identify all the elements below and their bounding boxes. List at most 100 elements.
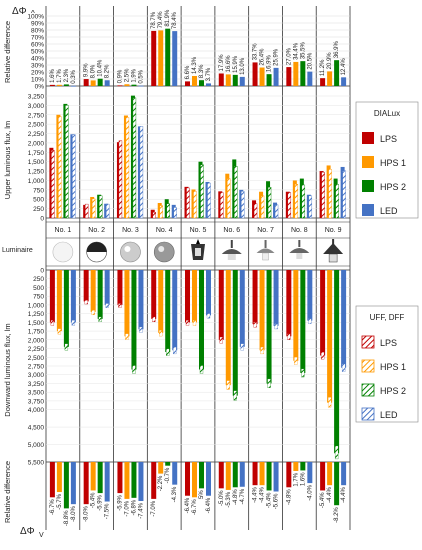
bar-tip [57, 328, 62, 335]
bar [320, 270, 326, 356]
hat-icon [323, 243, 344, 254]
bar-tip [233, 390, 237, 401]
data-label: 8.3% [199, 64, 205, 78]
bar [293, 61, 299, 86]
data-label: 34.4% [293, 42, 299, 60]
bar [158, 30, 164, 87]
bar-tip [287, 333, 291, 340]
y-tick-label: 70% [31, 35, 44, 42]
y-tick-label: 250 [33, 206, 44, 213]
data-label: -7.0% [151, 500, 157, 516]
y-tick-label: 3,750 [28, 398, 45, 405]
bar [173, 207, 177, 219]
bar [253, 203, 258, 219]
data-label: -5.0% [219, 490, 225, 506]
bar [152, 212, 156, 219]
y-tick-label: 0 [40, 216, 44, 223]
bar-tip [84, 300, 88, 305]
bar [124, 84, 130, 86]
data-label: 0.5% [138, 69, 144, 83]
data-label: -8.0% [84, 506, 90, 522]
legend-label: HPS 1 [380, 158, 406, 168]
bar [185, 462, 190, 496]
delta-phi-symbol: ΔΦ [12, 6, 27, 17]
bar [58, 116, 62, 219]
bar [341, 77, 347, 86]
bar [158, 270, 164, 333]
bar [220, 192, 224, 219]
bar [327, 270, 333, 403]
data-label: -4.0% [307, 484, 313, 500]
stem-icon [298, 240, 301, 247]
legend-swatch [362, 180, 374, 192]
bar [97, 270, 103, 319]
luminaire-icon [221, 240, 242, 260]
bar [206, 270, 211, 316]
luminaire-icon [191, 239, 205, 260]
bar-tip [50, 320, 55, 326]
bar [138, 462, 144, 501]
bar [199, 80, 204, 86]
data-label: 1.9% [131, 68, 137, 82]
bar [151, 462, 157, 499]
bar [125, 117, 130, 219]
legend-swatch [361, 359, 375, 373]
bar [165, 28, 171, 87]
bar [172, 31, 178, 86]
y-axis-label: Downward luminous flux, lm [3, 323, 12, 416]
bulb-icon [296, 253, 303, 259]
bar [70, 462, 76, 505]
dark-top-icon [86, 242, 107, 252]
data-label: -6.4% [206, 497, 212, 513]
data-label: -6.4% [185, 497, 191, 513]
data-label: 15.9% [233, 55, 239, 73]
data-label: -4.4% [341, 487, 347, 503]
bar [105, 203, 110, 219]
y-axis-label: Upper luminous flux, lm [3, 121, 12, 199]
bar [83, 79, 89, 86]
bar [320, 78, 326, 86]
bar [260, 195, 265, 219]
bar [274, 204, 279, 219]
bar-tip [267, 378, 271, 388]
y-tick-label: 3,000 [28, 372, 45, 379]
bar [131, 84, 137, 86]
bar [70, 270, 76, 323]
bar-tip [71, 320, 76, 326]
y-tick-label: 2,500 [28, 355, 45, 362]
bar [294, 184, 299, 219]
data-label: -6.8% [131, 499, 137, 515]
data-label: 1.6% [300, 472, 306, 486]
legend-swatch [362, 132, 374, 144]
delta-phi-subscript: V [39, 532, 44, 539]
highlight-icon [124, 246, 131, 252]
category-label: No. 4 [156, 227, 173, 234]
bar [227, 178, 231, 219]
y-tick-label: 250 [33, 276, 44, 283]
bar [266, 462, 272, 491]
y-tick-label: 4,500 [28, 425, 45, 432]
y-tick-label: 5,000 [28, 442, 45, 449]
bar [165, 270, 171, 353]
bar [218, 73, 224, 86]
bar [206, 83, 211, 86]
bar [286, 462, 292, 488]
legend-title: UFF, DFF [370, 313, 405, 322]
data-label: 16.6% [226, 55, 232, 73]
stem-icon [264, 240, 267, 248]
data-label: 11.2% [320, 59, 326, 76]
data-label: 13.0% [240, 57, 246, 75]
bar [300, 61, 306, 86]
bar-tip [334, 445, 339, 460]
bar [308, 195, 313, 219]
delta-phi-subscript: ^ [31, 9, 35, 18]
bar-tip [139, 326, 143, 333]
category-label: No. 5 [190, 227, 207, 234]
globe-luminaire-icon [52, 241, 74, 263]
bar [131, 462, 137, 498]
bar [72, 134, 76, 219]
y-tick-label: 1,750 [28, 329, 45, 336]
category-label: No. 8 [291, 227, 308, 234]
bar [232, 270, 238, 396]
data-label: -0.7% [165, 467, 171, 483]
